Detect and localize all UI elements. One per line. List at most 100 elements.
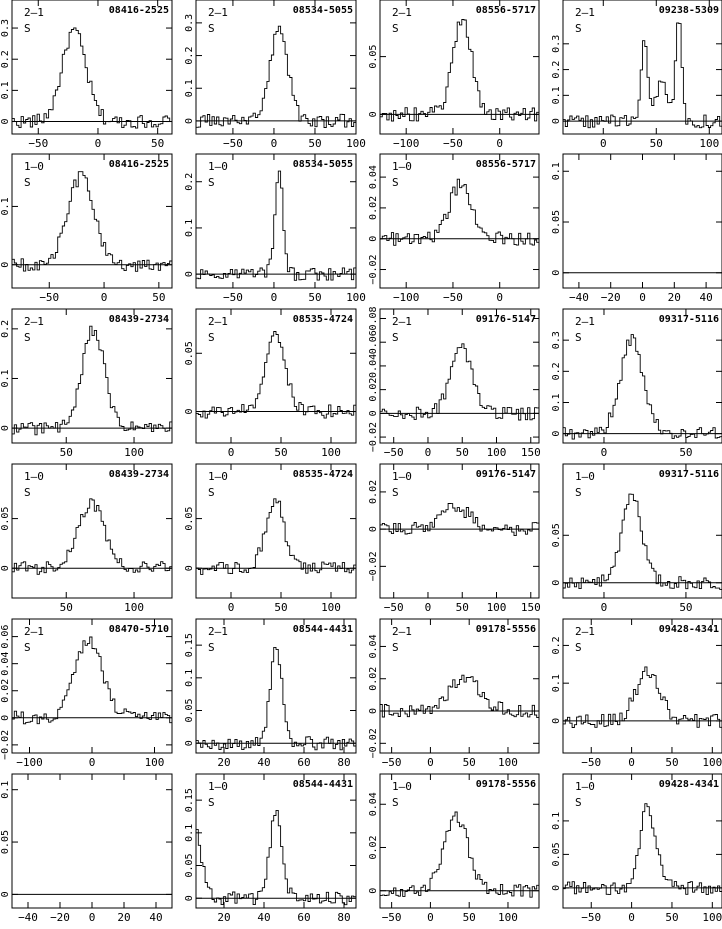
source-id-label: 09428-4341	[659, 779, 719, 790]
source-id-label: 09176-5147	[476, 469, 536, 480]
x-tick-label: −20	[601, 291, 621, 304]
x-tick-label: −50	[28, 137, 48, 150]
y-tick-label: 0	[0, 119, 11, 125]
spectrum-panel-14: 0 50 100 0 0.05 1–0 S 08535-4724	[184, 463, 357, 614]
x-tick-label: 100	[346, 137, 366, 150]
x-tick-label: 100	[699, 137, 719, 150]
x-tick-label: 0	[427, 911, 434, 924]
spectrum-panel-16: 0 50 0 0.05 1–0 S 09317-5116	[551, 463, 722, 614]
y-tick-label: 0.05	[184, 341, 195, 365]
x-tick-label: 20	[217, 911, 230, 924]
source-id-label: 09176-5147	[476, 314, 536, 325]
spectrum-line	[196, 331, 356, 419]
y-tick-label: 0.04	[368, 634, 379, 658]
x-tick-label: 50	[152, 291, 165, 304]
y-tick-label: 0.1	[551, 86, 562, 104]
spectrum-line	[380, 19, 539, 122]
x-tick-label: −50	[382, 756, 402, 769]
source-id-label: 09178-5556	[476, 779, 536, 790]
y-tick-label: 0	[0, 715, 11, 721]
x-tick-label: 100	[487, 446, 507, 459]
x-tick-label: 40	[149, 911, 162, 924]
flag-label: S	[208, 176, 215, 189]
y-tick-label: 0.1	[0, 197, 11, 215]
y-tick-label: 0	[368, 708, 379, 714]
y-tick-label: 0	[368, 410, 379, 416]
panel-frame	[562, 773, 722, 909]
panel-frame	[379, 153, 540, 289]
spectrum-panel-5: −50 0 50 0 0.1 1–0 S 08416-2525	[0, 153, 173, 304]
y-tick-label: 0.1	[0, 781, 11, 799]
x-tick-label: 50	[60, 601, 73, 614]
y-tick-label: −0.02	[368, 422, 379, 452]
x-tick-label: 40	[257, 911, 270, 924]
flag-label: S	[575, 22, 582, 35]
spectrum-line	[196, 646, 356, 751]
x-tick-label: 50	[274, 601, 287, 614]
transition-label: 1–0	[392, 780, 412, 793]
y-tick-label: 0.05	[184, 853, 195, 877]
transition-label: 1–0	[575, 470, 595, 483]
x-tick-label: 0	[228, 601, 235, 614]
x-tick-label: 100	[346, 291, 366, 304]
spectrum-line	[563, 22, 722, 129]
spectrum-panel-2: −50 0 50 100 0 0.1 0.2 0.3 2–1 S 08534-5055	[184, 0, 366, 150]
flag-label: S	[208, 486, 215, 499]
y-tick-label: 0.1	[551, 812, 562, 830]
x-tick-label: 100	[702, 911, 722, 924]
y-tick-label: 0	[0, 262, 11, 268]
y-tick-label: 0.2	[184, 173, 195, 191]
x-tick-label: 50	[151, 137, 164, 150]
spectrum-line	[380, 503, 539, 537]
y-tick-label: 0.2	[551, 636, 562, 654]
y-tick-label: 0.3	[551, 331, 562, 349]
panel-frame	[195, 0, 357, 135]
transition-label: 2–1	[575, 625, 595, 638]
x-tick-label: 0	[95, 137, 102, 150]
panel-frame	[379, 308, 540, 444]
x-tick-label: 0	[601, 446, 608, 459]
flag-label: S	[24, 486, 31, 499]
spectrum-line	[12, 27, 172, 129]
x-tick-label: −100	[16, 756, 43, 769]
y-tick-label: 0.05	[551, 842, 562, 866]
y-tick-label: 0.1	[0, 81, 11, 99]
source-id-label: 08534-5055	[293, 5, 353, 16]
y-tick-label: 0	[184, 565, 195, 571]
x-tick-label: 50	[665, 756, 678, 769]
x-tick-label: 50	[456, 601, 469, 614]
spectrum-line	[12, 498, 172, 575]
source-id-label: 09178-5556	[476, 624, 536, 635]
x-tick-label: 50	[463, 756, 476, 769]
transition-label: 2–1	[24, 315, 44, 328]
x-tick-label: 0	[425, 601, 432, 614]
flag-label: S	[575, 331, 582, 344]
panel-frame	[562, 463, 722, 599]
y-tick-label: 0	[184, 271, 195, 277]
spectrum-line	[563, 493, 722, 590]
x-tick-label: 50	[60, 446, 73, 459]
source-id-label: 08439-2734	[109, 314, 169, 325]
x-tick-label: 50	[665, 911, 678, 924]
x-tick-label: −50	[581, 756, 601, 769]
y-tick-label: 0	[184, 740, 195, 746]
spectrum-line	[12, 171, 172, 272]
transition-label: 1–0	[208, 160, 228, 173]
spectrum-line	[563, 334, 722, 440]
y-tick-label: 0	[368, 236, 379, 242]
y-tick-label: 0	[551, 885, 562, 891]
x-tick-label: 0	[271, 137, 278, 150]
x-tick-label: 50	[274, 446, 287, 459]
spectrum-line	[196, 809, 356, 906]
x-tick-label: 50	[308, 137, 321, 150]
x-tick-label: 20	[217, 756, 230, 769]
x-tick-label: 50	[463, 911, 476, 924]
y-tick-label: 0	[184, 409, 195, 415]
panel-frame	[195, 153, 357, 289]
flag-label: S	[24, 641, 31, 654]
x-tick-label: 0	[101, 291, 108, 304]
y-tick-label: 0.1	[184, 669, 195, 687]
source-id-label: 08544-4431	[293, 624, 353, 635]
spectrum-line	[196, 170, 356, 281]
